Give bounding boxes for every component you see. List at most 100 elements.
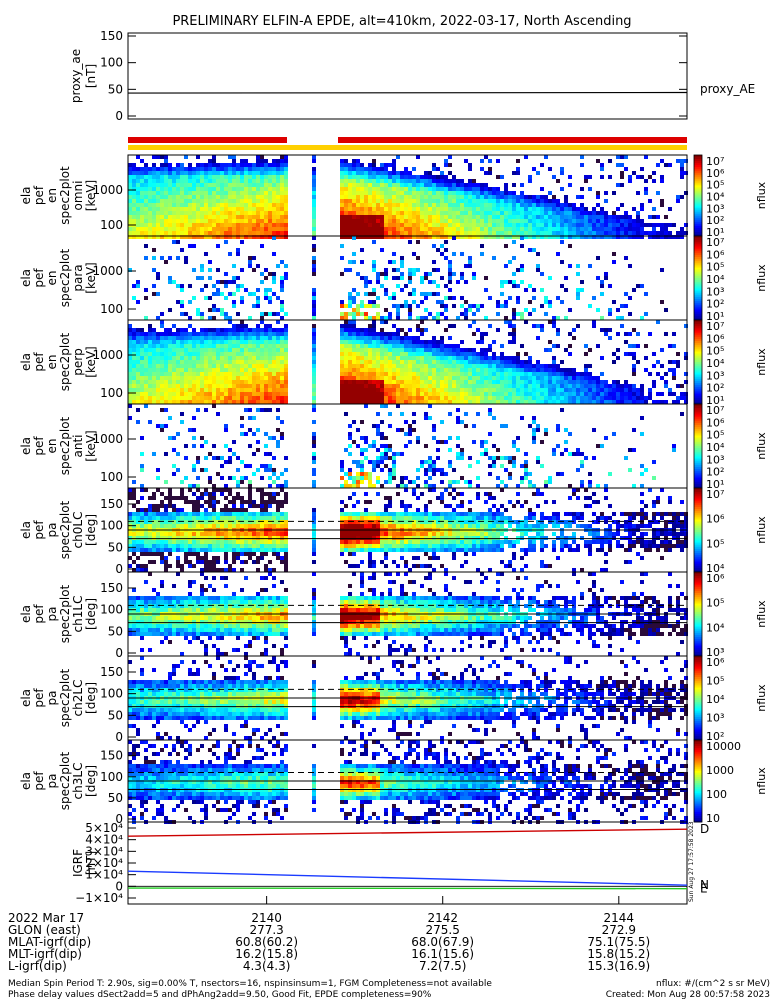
heatmap-cell xyxy=(564,384,568,388)
colorbar-segment xyxy=(694,185,702,188)
heatmap-cell xyxy=(564,392,568,396)
heatmap-cell xyxy=(424,195,428,199)
heatmap-cell xyxy=(552,364,556,368)
heatmap-cell xyxy=(564,348,568,352)
heatmap-cell xyxy=(212,227,216,231)
heatmap-cell xyxy=(640,235,644,239)
heatmap-cell xyxy=(412,352,416,356)
heatmap-cell xyxy=(340,312,344,316)
heatmap-cell xyxy=(560,260,564,264)
heatmap-cell xyxy=(356,356,360,360)
heatmap-cell xyxy=(356,332,360,336)
heatmap-cell xyxy=(512,211,516,215)
heatmap-cell xyxy=(440,312,444,316)
heatmap-cell xyxy=(528,227,532,231)
heatmap-cell xyxy=(508,215,512,219)
heatmap-cell xyxy=(372,324,376,328)
colorbar-segment xyxy=(694,353,702,357)
heatmap-cell xyxy=(256,392,260,396)
heatmap-cell xyxy=(432,316,436,320)
heatmap-cell xyxy=(452,175,456,179)
heatmap-cell xyxy=(396,155,400,159)
heatmap-cell xyxy=(196,408,200,412)
heatmap-cell xyxy=(528,219,532,223)
heatmap-cell xyxy=(360,195,364,199)
heatmap-cell xyxy=(356,348,360,352)
heatmap-cell xyxy=(280,207,284,211)
heatmap-cell xyxy=(524,400,528,404)
heatmap-cell xyxy=(536,368,540,372)
heatmap-cell xyxy=(384,227,388,231)
heatmap-cell xyxy=(272,219,276,223)
heatmap-cell xyxy=(252,348,256,352)
heatmap-cell xyxy=(452,207,456,211)
heatmap-cell xyxy=(140,332,144,336)
heatmap-cell xyxy=(260,244,264,248)
heatmap-cell xyxy=(424,308,428,312)
heatmap-cell xyxy=(528,248,532,252)
heatmap-cell xyxy=(528,235,532,239)
heatmap-cell xyxy=(372,167,376,171)
heatmap-cell xyxy=(384,384,388,388)
heatmap-cell xyxy=(548,388,552,392)
heatmap-cell xyxy=(180,380,184,384)
heatmap-cell xyxy=(436,316,440,320)
heatmap-cell xyxy=(440,392,444,396)
heatmap-cell xyxy=(268,360,272,364)
heatmap-cell xyxy=(356,272,360,276)
heatmap-cell xyxy=(520,364,524,368)
heatmap-cell xyxy=(152,227,156,231)
heatmap-cell xyxy=(504,304,508,308)
heatmap-cell xyxy=(488,187,492,191)
heatmap-cell xyxy=(260,219,264,223)
heatmap-cell xyxy=(148,203,152,207)
heatmap-cell xyxy=(212,203,216,207)
heatmap-cell xyxy=(608,284,612,288)
heatmap-cell xyxy=(432,292,436,296)
heatmap-cell xyxy=(468,187,472,191)
heatmap-cell xyxy=(456,444,460,448)
heatmap-cell xyxy=(500,380,504,384)
heatmap-cell xyxy=(480,207,484,211)
heatmap-cell xyxy=(656,392,660,396)
heatmap-cell xyxy=(600,372,604,376)
heatmap-cell xyxy=(260,159,264,163)
heatmap-cell xyxy=(340,183,344,187)
heatmap-cell xyxy=(392,252,396,256)
heatmap-cell xyxy=(408,304,412,308)
heatmap-cell xyxy=(624,227,628,231)
heatmap-cell xyxy=(200,215,204,219)
heatmap-cell xyxy=(192,364,196,368)
heatmap-cell xyxy=(600,396,604,400)
heatmap-cell xyxy=(252,432,256,436)
heatmap-cell xyxy=(480,223,484,227)
heatmap-cell xyxy=(144,356,148,360)
heatmap-cell xyxy=(432,195,436,199)
heatmap-cell xyxy=(380,328,384,332)
heatmap-cell xyxy=(408,312,412,316)
heatmap-cell xyxy=(360,388,364,392)
spec_perp-ytick-label: 1000 xyxy=(92,348,123,362)
heatmap-cell xyxy=(480,356,484,360)
heatmap-cell xyxy=(412,356,416,360)
heatmap-cell xyxy=(268,380,272,384)
heatmap-cell xyxy=(204,340,208,344)
heatmap-cell xyxy=(148,223,152,227)
heatmap-cell xyxy=(240,320,244,324)
heatmap-cell xyxy=(488,472,492,476)
heatmap-cell xyxy=(508,360,512,364)
heatmap-cell xyxy=(172,356,176,360)
heatmap-cell xyxy=(452,352,456,356)
heatmap-cell xyxy=(416,340,420,344)
heatmap-cell xyxy=(476,203,480,207)
heatmap-cell xyxy=(412,300,416,304)
heatmap-cell xyxy=(172,207,176,211)
heatmap-cell xyxy=(532,400,536,404)
heatmap-cell xyxy=(356,476,360,480)
heatmap-cell xyxy=(384,464,388,468)
heatmap-cell xyxy=(244,476,248,480)
heatmap-cell xyxy=(260,372,264,376)
heatmap-cell xyxy=(616,388,620,392)
heatmap-cell xyxy=(548,203,552,207)
heatmap-cell xyxy=(352,211,356,215)
